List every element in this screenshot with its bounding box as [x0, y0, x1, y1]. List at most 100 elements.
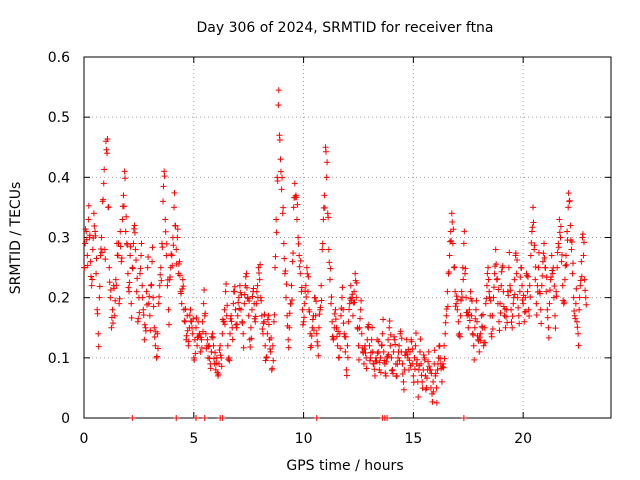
data-point [309, 316, 316, 323]
data-point [121, 168, 128, 175]
data-point [544, 314, 551, 321]
data-point [296, 252, 303, 259]
data-point [476, 334, 483, 341]
data-point [123, 213, 130, 220]
data-point [573, 318, 580, 325]
data-point [537, 306, 544, 313]
data-point [160, 183, 167, 190]
data-point [122, 228, 129, 235]
data-point [210, 355, 217, 362]
data-point [357, 315, 364, 322]
data-point [303, 294, 310, 301]
data-point [490, 294, 497, 301]
grid-lines [84, 57, 611, 418]
data-point [385, 336, 392, 343]
data-point [305, 273, 312, 280]
data-point [217, 352, 224, 359]
data-point [308, 332, 315, 339]
data-point [224, 302, 231, 309]
data-point [94, 310, 101, 317]
data-point [474, 318, 481, 325]
data-point [526, 313, 533, 320]
data-point [221, 321, 228, 328]
data-point [499, 263, 506, 270]
data-point [136, 270, 143, 277]
data-point [86, 232, 93, 239]
zero-data-point [219, 415, 226, 421]
data-point [304, 270, 311, 277]
data-point [128, 300, 135, 307]
data-point [229, 336, 236, 343]
data-point [159, 244, 166, 251]
data-point [389, 370, 396, 377]
x-tick-label: 10 [295, 431, 313, 447]
data-point [456, 333, 463, 340]
data-point [418, 360, 425, 367]
zero-data-point [201, 415, 208, 421]
data-point [355, 342, 362, 349]
data-point [516, 288, 523, 295]
data-point [146, 312, 153, 319]
data-point [216, 360, 223, 367]
data-point [458, 288, 465, 295]
data-point [466, 306, 473, 313]
zero-data-point [192, 415, 199, 421]
y-tick-label: 0.5 [48, 110, 70, 126]
data-point [396, 357, 403, 364]
data-point [554, 264, 561, 271]
data-point [161, 173, 168, 180]
zero-data-point [129, 415, 136, 421]
data-point [268, 334, 275, 341]
data-point [524, 273, 531, 280]
data-point [446, 252, 453, 259]
data-point [163, 252, 170, 259]
data-point [432, 370, 439, 377]
data-point [427, 367, 434, 374]
data-point [553, 293, 560, 300]
data-point [533, 300, 540, 307]
data-point [112, 297, 119, 304]
data-point [441, 355, 448, 362]
data-point [262, 342, 269, 349]
data-point [180, 283, 187, 290]
data-point [333, 324, 340, 331]
data-point [188, 318, 195, 325]
data-point [210, 342, 217, 349]
data-point [575, 342, 582, 349]
data-point [465, 324, 472, 331]
data-point [291, 180, 298, 187]
data-point [479, 311, 486, 318]
data-point [358, 330, 365, 337]
data-point [81, 264, 88, 271]
data-point [442, 330, 449, 337]
data-point [137, 265, 144, 272]
data-point [140, 306, 147, 313]
data-point [368, 336, 375, 343]
data-point [199, 318, 206, 325]
data-point [517, 274, 524, 281]
data-point [328, 294, 335, 301]
data-point [239, 320, 246, 327]
data-point [331, 310, 338, 317]
data-point [299, 321, 306, 328]
data-point [497, 310, 504, 317]
data-point [363, 365, 370, 372]
data-point [478, 323, 485, 330]
data-point [460, 240, 467, 247]
data-point [458, 297, 465, 304]
data-point [409, 345, 416, 352]
data-point [332, 306, 339, 313]
data-point [253, 300, 260, 307]
data-point [568, 239, 575, 246]
data-point [571, 308, 578, 315]
data-point [509, 313, 516, 320]
data-point [508, 319, 515, 326]
data-point [314, 338, 321, 345]
data-point [347, 282, 354, 289]
data-point [294, 201, 301, 208]
data-point [179, 285, 186, 292]
data-point [234, 321, 241, 328]
data-point [444, 288, 451, 295]
data-point [524, 288, 531, 295]
data-point [514, 257, 521, 264]
